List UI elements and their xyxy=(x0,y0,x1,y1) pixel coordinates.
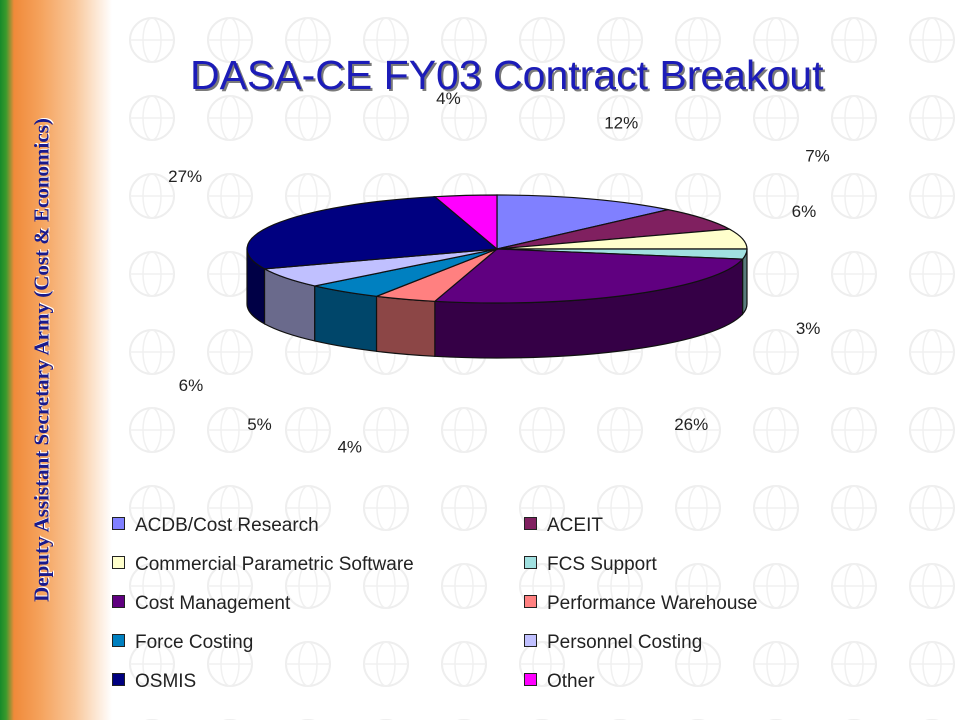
legend-item-cost-management: Cost Management xyxy=(112,593,290,615)
legend-label: OSMIS xyxy=(135,671,197,692)
legend-item-performance-warehouse: Performance Warehouse xyxy=(524,593,758,615)
legend-label: Performance Warehouse xyxy=(547,593,758,614)
legend-swatch xyxy=(524,556,537,569)
data-label-performance-warehouse: 4% xyxy=(337,438,362,457)
data-label-commercial-parametric-software: 6% xyxy=(792,202,817,221)
legend-item-force-costing: Force Costing xyxy=(112,632,253,654)
data-label-fcs-support: 3% xyxy=(796,319,821,338)
data-label-acdb-cost-research: 12% xyxy=(604,114,638,133)
legend-item-osmis: OSMIS xyxy=(112,671,196,693)
legend-label: ACDB/Cost Research xyxy=(135,515,319,536)
data-label-aceit: 7% xyxy=(805,147,830,166)
legend-swatch xyxy=(112,556,125,569)
legend-item-aceit: ACEIT xyxy=(524,515,603,537)
data-label-other: 4% xyxy=(436,89,461,108)
pie-side-performance-warehouse xyxy=(375,295,436,357)
legend-label: Cost Management xyxy=(135,593,291,614)
legend-label: FCS Support xyxy=(547,554,657,575)
legend-swatch xyxy=(524,634,537,647)
sidebar-band: Deputy Assistant Secretary Army (Cost & … xyxy=(0,0,112,720)
legend-swatch xyxy=(524,673,537,686)
legend-label: Other xyxy=(547,671,595,692)
data-label-force-costing: 5% xyxy=(247,415,272,434)
pie-slice-cost-management xyxy=(433,248,744,304)
legend-swatch xyxy=(112,595,125,608)
legend-label: Force Costing xyxy=(135,632,254,653)
legend-swatch xyxy=(112,517,125,530)
legend-item-personnel-costing: Personnel Costing xyxy=(524,632,702,654)
pie-slice-acdb-cost-research xyxy=(496,194,669,250)
data-label-personnel-costing: 6% xyxy=(179,376,204,395)
legend-item-other: Other xyxy=(524,671,595,693)
legend-label: Personnel Costing xyxy=(547,632,703,653)
legend-label: ACEIT xyxy=(547,515,603,536)
legend-swatch xyxy=(524,595,537,608)
legend-label: Commercial Parametric Software xyxy=(135,554,414,575)
legend-item-acdb-cost-research: ACDB/Cost Research xyxy=(112,515,319,537)
slide-title: DASA-CE FY03 Contract Breakout xyxy=(190,52,824,98)
legend-item-commercial-parametric-software: Commercial Parametric Software xyxy=(112,554,414,576)
legend-swatch xyxy=(524,517,537,530)
pie-slice-osmis xyxy=(246,196,499,270)
legend-swatch xyxy=(112,634,125,647)
legend-swatch xyxy=(112,673,125,686)
data-label-osmis: 27% xyxy=(168,167,202,186)
legend-item-fcs-support: FCS Support xyxy=(524,554,657,576)
data-label-cost-management: 26% xyxy=(674,415,708,434)
pie-slice-other xyxy=(433,194,498,251)
